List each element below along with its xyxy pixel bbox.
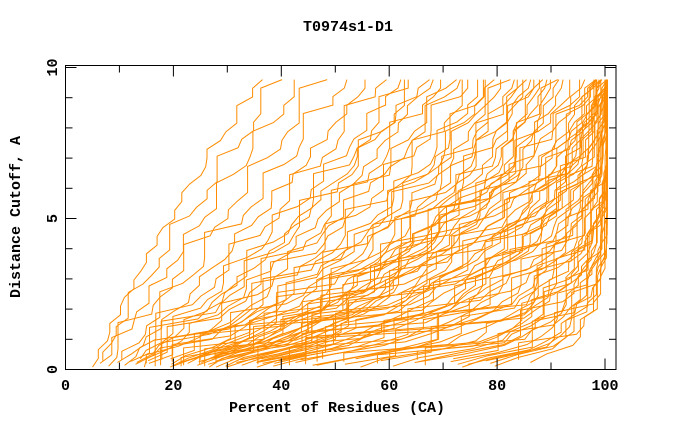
model-curve [209, 79, 586, 360]
x-tick-label: 20 [164, 378, 182, 395]
x-axis-label: Percent of Residues (CA) [229, 400, 445, 417]
x-tick-label: 60 [380, 378, 398, 395]
model-curve [161, 79, 469, 360]
model-curve [179, 79, 540, 363]
model-curve [145, 79, 457, 364]
model-curve [209, 79, 597, 368]
model-curve [262, 79, 598, 364]
model-curve [92, 79, 263, 368]
chart-title: T0974s1-D1 [303, 19, 393, 36]
model-curve [172, 79, 524, 367]
model-curve [241, 79, 607, 366]
model-curve [241, 79, 600, 361]
model-curve [171, 79, 486, 365]
axes: 0 20 40 60 80 100 0 5 10 [45, 58, 619, 395]
model-curve [143, 79, 434, 368]
y-axis-label: Distance Cutoff, A [8, 136, 25, 298]
model-curve [180, 79, 518, 367]
model-curve [117, 79, 366, 363]
x-tick-label: 80 [488, 378, 506, 395]
model-curve [187, 79, 515, 364]
model-curve [148, 79, 484, 364]
y-tick-label: 0 [45, 365, 62, 374]
y-tick-label: 5 [45, 214, 62, 223]
model-curve [197, 79, 535, 366]
model-curve [278, 79, 608, 362]
model-curve [467, 79, 608, 365]
x-tick-label: 40 [272, 378, 290, 395]
x-tick-label: 100 [591, 378, 618, 395]
model-curve [316, 79, 608, 366]
model-curve [102, 79, 283, 361]
model-curve [215, 79, 560, 368]
model-curve [256, 79, 607, 363]
model-curve [218, 79, 597, 362]
model-curve [136, 79, 430, 363]
model-curve [236, 79, 608, 363]
model-curve [99, 79, 295, 364]
model-curve [343, 79, 608, 362]
model-curve [121, 79, 348, 360]
model-curve [199, 79, 597, 365]
model-curve [171, 79, 495, 362]
model-curve [139, 79, 402, 360]
model-curve [183, 79, 571, 366]
model-curve [108, 79, 328, 367]
model-curve [295, 79, 608, 363]
y-tick-label: 10 [45, 58, 62, 76]
model-curve [170, 79, 479, 360]
model-curve [154, 79, 461, 367]
model-curves [92, 79, 608, 368]
model-curve [204, 79, 597, 367]
x-tick-label: 0 [61, 378, 70, 395]
plot-box [65, 65, 617, 370]
model-curve [260, 79, 602, 362]
